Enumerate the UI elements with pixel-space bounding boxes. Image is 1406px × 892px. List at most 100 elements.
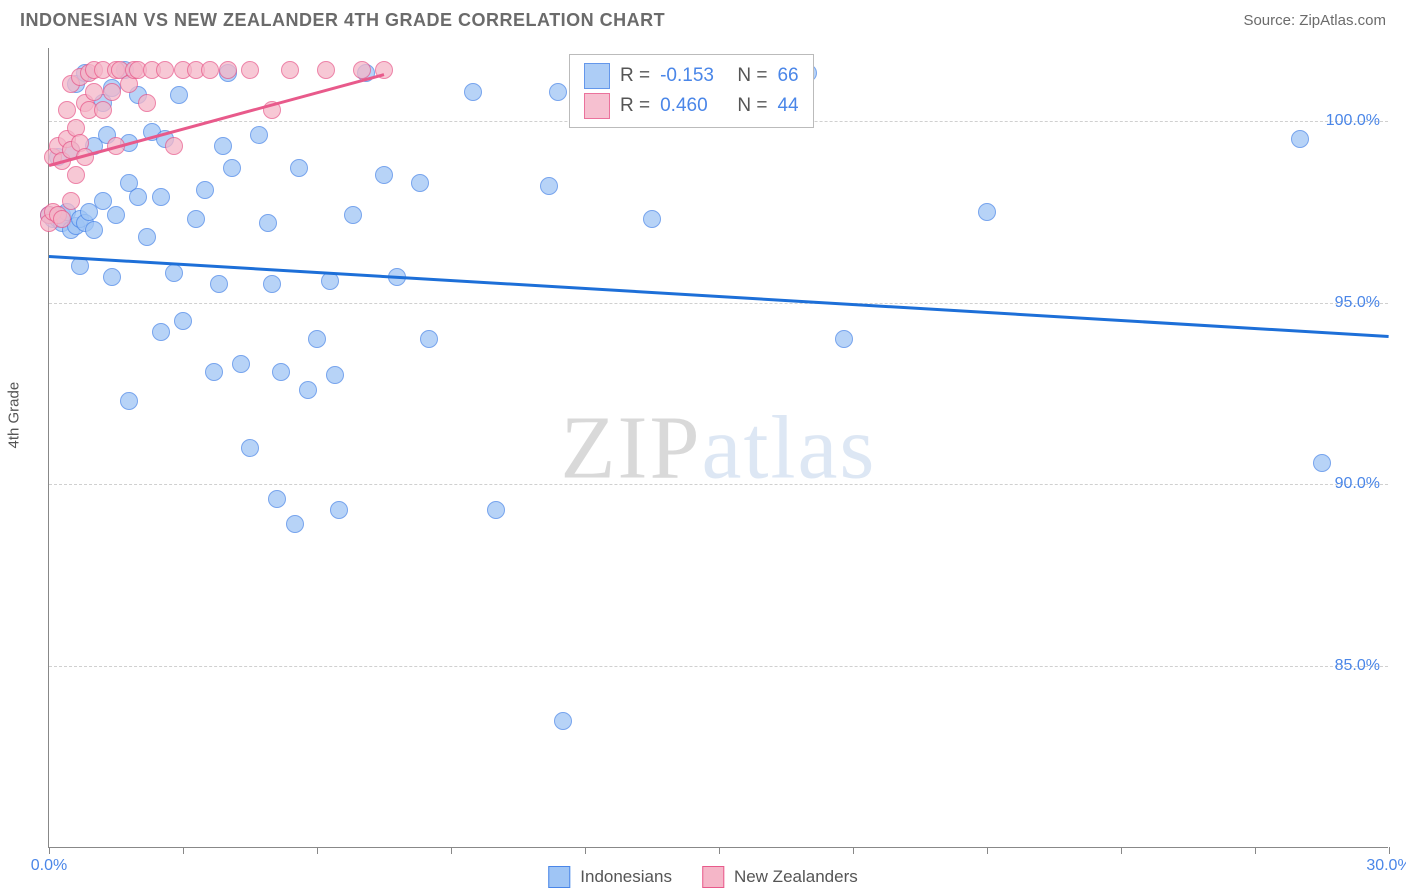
data-point xyxy=(94,101,112,119)
legend-item-indonesians: Indonesians xyxy=(548,864,672,890)
data-point xyxy=(286,515,304,533)
data-point xyxy=(187,210,205,228)
data-point xyxy=(268,490,286,508)
data-point xyxy=(308,330,326,348)
n-value: 44 xyxy=(777,95,798,117)
x-tick-label: 30.0% xyxy=(1366,857,1406,875)
data-point xyxy=(464,83,482,101)
regression-line xyxy=(49,255,1389,337)
data-point xyxy=(643,210,661,228)
data-point xyxy=(344,206,362,224)
x-tick-label: 0.0% xyxy=(31,857,67,875)
data-point xyxy=(420,330,438,348)
y-tick-label: 90.0% xyxy=(1335,475,1380,493)
r-value: -0.153 xyxy=(660,65,722,87)
legend-swatch-icon xyxy=(584,93,610,119)
data-point xyxy=(214,137,232,155)
gridline xyxy=(49,484,1388,485)
legend-item-newzealanders: New Zealanders xyxy=(702,864,858,890)
r-label: R = xyxy=(620,65,650,87)
n-label: N = xyxy=(732,95,767,117)
stats-legend: R =-0.153 N =66R =0.460 N =44 xyxy=(569,54,814,128)
legend-label: Indonesians xyxy=(580,867,672,887)
data-point xyxy=(156,61,174,79)
data-point xyxy=(554,712,572,730)
data-point xyxy=(272,363,290,381)
data-point xyxy=(196,181,214,199)
data-point xyxy=(223,159,241,177)
data-point xyxy=(290,159,308,177)
data-point xyxy=(241,439,259,457)
x-tick xyxy=(987,847,988,854)
data-point xyxy=(174,312,192,330)
gridline xyxy=(49,303,1388,304)
stats-legend-row: R =-0.153 N =66 xyxy=(584,61,799,91)
data-point xyxy=(241,61,259,79)
data-point xyxy=(67,166,85,184)
data-point xyxy=(170,86,188,104)
data-point xyxy=(353,61,371,79)
data-point xyxy=(103,268,121,286)
chart-title: INDONESIAN VS NEW ZEALANDER 4TH GRADE CO… xyxy=(20,10,665,31)
legend-swatch-icon xyxy=(548,866,570,888)
data-point xyxy=(835,330,853,348)
data-point xyxy=(94,192,112,210)
data-point xyxy=(103,83,121,101)
data-point xyxy=(317,61,335,79)
data-point xyxy=(1291,130,1309,148)
r-value: 0.460 xyxy=(660,95,722,117)
data-point xyxy=(58,101,76,119)
y-tick-label: 85.0% xyxy=(1335,657,1380,675)
data-point xyxy=(152,188,170,206)
source-label: Source: ZipAtlas.com xyxy=(1243,12,1386,29)
data-point xyxy=(375,166,393,184)
data-point xyxy=(165,137,183,155)
x-tick xyxy=(1255,847,1256,854)
x-tick xyxy=(49,847,50,854)
x-tick xyxy=(719,847,720,854)
data-point xyxy=(120,392,138,410)
y-tick-label: 95.0% xyxy=(1335,294,1380,312)
x-tick xyxy=(1121,847,1122,854)
data-point xyxy=(540,177,558,195)
y-axis-label: 4th Grade xyxy=(6,382,23,449)
data-point xyxy=(85,83,103,101)
legend-label: New Zealanders xyxy=(734,867,858,887)
data-point xyxy=(62,192,80,210)
legend-swatch-icon xyxy=(584,63,610,89)
x-tick xyxy=(317,847,318,854)
data-point xyxy=(152,323,170,341)
data-point xyxy=(138,94,156,112)
gridline xyxy=(49,666,1388,667)
data-point xyxy=(326,366,344,384)
data-point xyxy=(281,61,299,79)
x-tick xyxy=(585,847,586,854)
data-point xyxy=(71,257,89,275)
data-point xyxy=(138,228,156,246)
data-point xyxy=(299,381,317,399)
data-point xyxy=(263,275,281,293)
x-tick xyxy=(183,847,184,854)
data-point xyxy=(107,206,125,224)
x-tick xyxy=(853,847,854,854)
data-point xyxy=(411,174,429,192)
data-point xyxy=(165,264,183,282)
data-point xyxy=(205,363,223,381)
r-label: R = xyxy=(620,95,650,117)
data-point xyxy=(201,61,219,79)
x-tick xyxy=(451,847,452,854)
chart-plot-area: ZIPatlas 85.0%90.0%95.0%100.0%0.0%30.0%R… xyxy=(48,48,1388,848)
data-point xyxy=(53,210,71,228)
data-point xyxy=(259,214,277,232)
x-tick xyxy=(1389,847,1390,854)
data-point xyxy=(978,203,996,221)
data-point xyxy=(487,501,505,519)
n-label: N = xyxy=(732,65,767,87)
data-point xyxy=(219,61,237,79)
stats-legend-row: R = 0.460 N = 44 xyxy=(584,91,799,121)
y-tick-label: 100.0% xyxy=(1326,112,1380,130)
data-point xyxy=(1313,454,1331,472)
bottom-legend: Indonesians New Zealanders xyxy=(548,864,857,890)
data-point xyxy=(129,188,147,206)
data-point xyxy=(85,221,103,239)
